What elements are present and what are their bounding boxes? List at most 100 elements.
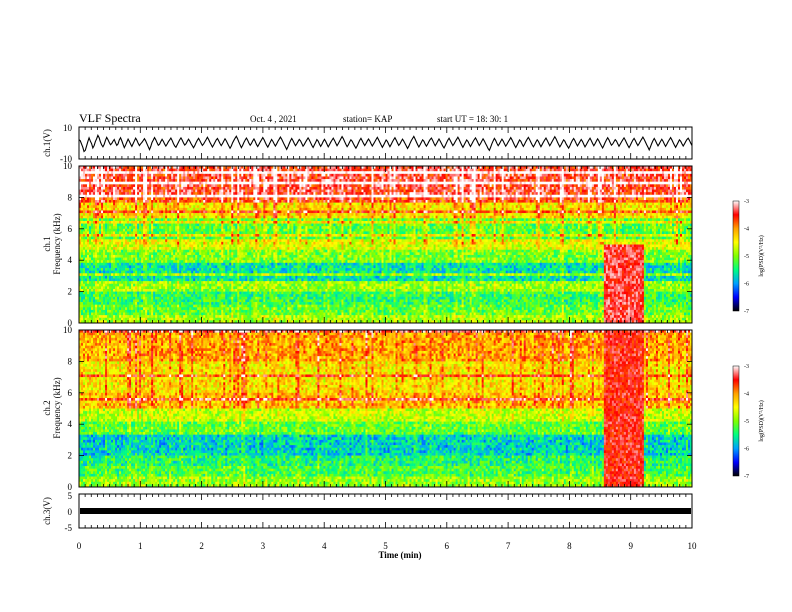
spectrogram-cell (295, 169, 297, 172)
spectrogram-cell (610, 176, 612, 179)
spectrogram-cell (285, 169, 287, 172)
spectrogram-cell (392, 203, 394, 206)
spectrogram-cell (353, 179, 355, 182)
spectrogram-cell (353, 174, 355, 177)
spectrogram-cell (436, 195, 438, 198)
spectrogram-cell (365, 171, 367, 174)
spectrogram-cell (666, 179, 668, 182)
spectrogram-cell (598, 203, 600, 206)
spectrogram-cell (85, 195, 87, 198)
spectrogram-cell (406, 171, 408, 174)
spectrogram-cell (159, 190, 161, 193)
spectrogram-cell (309, 179, 311, 182)
spectrogram-cell (193, 200, 195, 203)
spectrogram-cell (456, 190, 458, 193)
spectrogram-cell (482, 195, 484, 198)
spectrogram-cell (524, 192, 526, 195)
spectrogram-cell (528, 174, 530, 177)
spectrogram-cell (141, 179, 143, 182)
spectrogram-cell (646, 174, 648, 177)
spectrogram-cell (572, 174, 574, 177)
spectrogram-cell (307, 190, 309, 193)
spectrogram-cell (135, 176, 137, 179)
spectrogram-cell (165, 169, 167, 172)
spectrogram-cell (267, 179, 269, 182)
spectrogram-cell (309, 200, 311, 203)
spectrogram-cell (371, 171, 373, 174)
spectrogram-cell (680, 169, 682, 172)
spectrogram-cell (514, 174, 516, 177)
spectrogram-cell (596, 171, 598, 174)
spectrogram-cell (566, 187, 568, 190)
spectrogram-cell (462, 197, 464, 200)
spectrogram-cell (159, 200, 161, 203)
spectrogram-cell (434, 182, 436, 185)
spectrogram-cell (620, 197, 622, 200)
spectrogram-cell (682, 200, 684, 203)
spectrogram-cell (610, 197, 612, 200)
spectrogram-cell (213, 176, 215, 179)
spectrogram-cell (666, 176, 668, 179)
spectrogram-cell (676, 182, 678, 185)
spectrogram-cell (440, 182, 442, 185)
spectrogram-cell (430, 190, 432, 193)
spectrogram-cell (203, 195, 205, 198)
spectrogram-cell (213, 192, 215, 195)
spectrogram-cell (115, 205, 117, 208)
spectrogram-cell (492, 174, 494, 177)
spectrogram-cell (666, 184, 668, 187)
spectrogram-cell (550, 195, 552, 198)
spectrogram-cell (191, 200, 193, 203)
spectrogram-cell (604, 174, 606, 177)
spectrogram-cell (520, 195, 522, 198)
spectrogram-cell (223, 200, 225, 203)
spectrogram-cell (610, 187, 612, 190)
spectrogram-cell (398, 197, 400, 200)
spectrogram-cell (482, 182, 484, 185)
spectrogram-cell (384, 174, 386, 177)
spectrogram-cell (91, 179, 93, 182)
spectrogram-cell (141, 195, 143, 198)
spectrogram-cell (454, 182, 456, 185)
spectrogram-cell (634, 197, 636, 200)
spectrogram-cell (291, 203, 293, 206)
spectrogram-cell (221, 171, 223, 174)
spectrogram-cell (321, 169, 323, 172)
spectrogram-cell (377, 200, 379, 203)
spectrogram-cell (458, 176, 460, 179)
spectrogram-cell (339, 169, 341, 172)
spectrogram-cell (686, 192, 688, 195)
spectrogram-cell (602, 182, 604, 185)
spectrogram-cell (438, 192, 440, 195)
spectrogram-cell (337, 182, 339, 185)
spectrogram-cell (355, 192, 357, 195)
spectrogram-cell (540, 190, 542, 193)
spectrogram-cell (608, 187, 610, 190)
spectrogram-cell (620, 176, 622, 179)
spectrogram-cell (203, 197, 205, 200)
spectrogram-cell (394, 190, 396, 193)
spectrogram-cell (580, 184, 582, 187)
spectrogram-cell (229, 190, 231, 193)
spectrogram-cell (510, 174, 512, 177)
spectrogram-cell (207, 187, 209, 190)
spectrogram-cell (139, 179, 141, 182)
spectrogram-cell (351, 195, 353, 198)
spectrogram-cell (646, 184, 648, 187)
spectrogram-cell (434, 195, 436, 198)
spectrogram-cell (103, 197, 105, 200)
spectrogram-cell (470, 197, 472, 200)
spectrogram-cell (558, 190, 560, 193)
spectrogram-cell (582, 195, 584, 198)
spectrogram-cell (392, 169, 394, 172)
spectrogram-cell (263, 200, 265, 203)
spectrogram-cell (253, 179, 255, 182)
spectrogram-cell (558, 197, 560, 200)
spectrogram-cell (468, 187, 470, 190)
spectrogram-cell (650, 184, 652, 187)
spectrogram-cell (215, 169, 217, 172)
spectrogram-cell (678, 200, 680, 203)
spectrogram-cell (590, 171, 592, 174)
spectrogram-cell (115, 200, 117, 203)
spectrogram-cell (235, 171, 237, 174)
